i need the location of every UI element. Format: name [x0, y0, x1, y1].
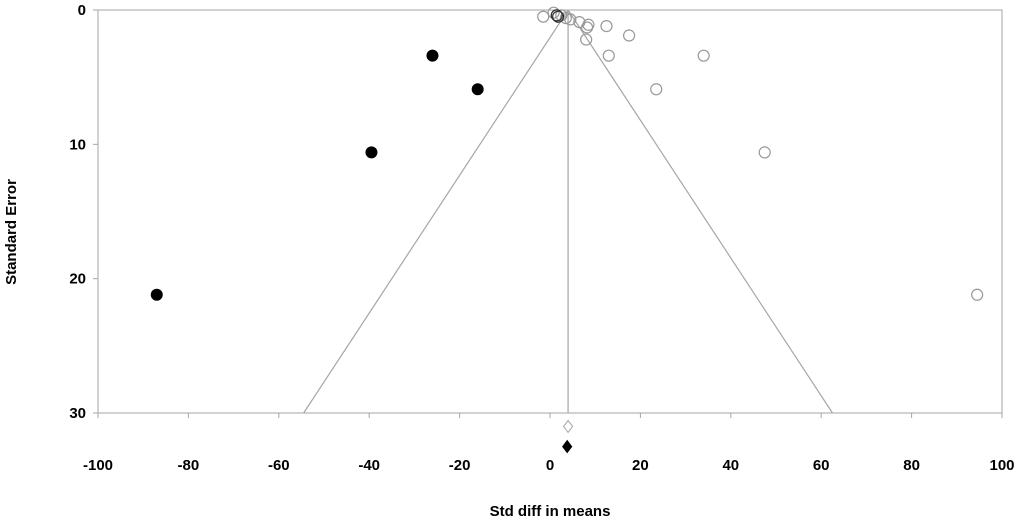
x-tick-label: 20 — [632, 457, 649, 474]
y-tick-label: 30 — [69, 405, 86, 422]
x-axis-title: Std diff in means — [490, 503, 611, 520]
x-tick-label: -20 — [449, 457, 471, 474]
study-point-0-11 — [580, 33, 593, 46]
funnel-left-line — [303, 9, 569, 414]
y-axis-title: Standard Error — [3, 179, 20, 285]
x-tick-label: -40 — [358, 457, 380, 474]
x-tick-label: -60 — [268, 457, 290, 474]
observed-summary-diamond — [562, 419, 574, 434]
x-tick-label: 80 — [903, 457, 920, 474]
adjusted-summary-diamond — [562, 439, 573, 454]
plot-area-frame — [97, 9, 1003, 414]
study-point-0-13 — [697, 49, 710, 62]
imputed-study-point-2-2 — [365, 146, 378, 159]
x-tick-label: 60 — [813, 457, 830, 474]
y-tick-label: 20 — [69, 271, 86, 288]
x-tick-label: 100 — [989, 457, 1014, 474]
study-point-1-0 — [550, 9, 563, 22]
study-point-0-0 — [537, 10, 550, 23]
y-tick-label: 10 — [69, 136, 86, 153]
study-point-0-8 — [580, 21, 594, 34]
study-point-0-14 — [650, 83, 663, 96]
study-point-1-1 — [552, 10, 565, 23]
imputed-study-point-2-0 — [426, 49, 439, 62]
y-tick-label: 0 — [78, 2, 86, 19]
imputed-study-point-2-3 — [150, 288, 163, 301]
x-tick-label: -80 — [178, 457, 200, 474]
funnel-right-line — [567, 9, 834, 414]
study-point-0-15 — [758, 146, 771, 159]
x-tick-label: -100 — [83, 457, 113, 474]
study-point-0-4 — [559, 11, 572, 25]
study-point-0-10 — [622, 29, 636, 42]
study-point-0-16 — [971, 288, 984, 301]
study-point-0-5 — [564, 13, 577, 26]
imputed-study-point-2-1 — [471, 83, 484, 96]
study-point-0-9 — [600, 20, 613, 33]
x-tick-label: 40 — [722, 457, 739, 474]
x-tick-label: 0 — [546, 457, 554, 474]
study-point-0-1 — [547, 6, 560, 19]
study-point-0-12 — [602, 49, 615, 62]
